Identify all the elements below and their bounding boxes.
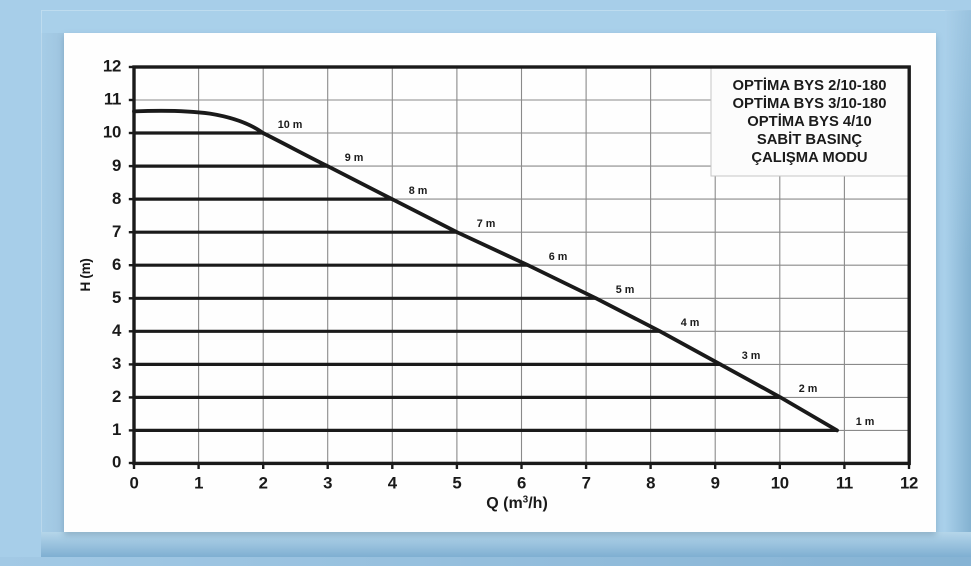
svg-text:3: 3 — [323, 474, 332, 493]
svg-text:0: 0 — [129, 474, 138, 493]
svg-text:6 m: 6 m — [549, 251, 568, 263]
svg-text:9 m: 9 m — [345, 152, 364, 164]
svg-text:0: 0 — [112, 453, 121, 472]
svg-text:4: 4 — [388, 474, 398, 493]
svg-text:8: 8 — [646, 474, 655, 493]
svg-text:3 m: 3 m — [742, 350, 761, 362]
svg-text:11: 11 — [836, 474, 853, 493]
svg-text:4 m: 4 m — [681, 317, 700, 329]
svg-text:7: 7 — [582, 474, 591, 493]
svg-text:9: 9 — [711, 474, 720, 493]
svg-text:2 m: 2 m — [799, 383, 818, 395]
svg-text:8 m: 8 m — [409, 185, 428, 197]
svg-text:H (m): H (m) — [78, 259, 93, 292]
svg-text:11: 11 — [104, 90, 121, 109]
svg-text:7 m: 7 m — [477, 218, 496, 230]
svg-text:9: 9 — [112, 156, 121, 175]
svg-text:5 m: 5 m — [616, 284, 635, 296]
svg-text:10 m: 10 m — [278, 119, 303, 131]
svg-text:5: 5 — [112, 288, 121, 307]
svg-text:8: 8 — [112, 189, 121, 208]
svg-text:6: 6 — [517, 474, 526, 493]
svg-text:1: 1 — [194, 474, 203, 493]
svg-text:2: 2 — [259, 474, 268, 493]
svg-text:10: 10 — [771, 474, 789, 493]
svg-text:6: 6 — [112, 255, 121, 274]
svg-text:7: 7 — [112, 222, 121, 241]
svg-text:1 m: 1 m — [856, 416, 875, 428]
svg-text:Q (m3/h): Q (m3/h) — [486, 495, 548, 513]
svg-text:10: 10 — [103, 123, 121, 142]
svg-text:4: 4 — [112, 321, 122, 340]
svg-text:2: 2 — [112, 387, 121, 406]
svg-text:1: 1 — [112, 420, 121, 439]
svg-text:12: 12 — [900, 474, 918, 493]
svg-text:12: 12 — [103, 57, 121, 76]
svg-text:5: 5 — [452, 474, 461, 493]
svg-text:3: 3 — [112, 354, 121, 373]
